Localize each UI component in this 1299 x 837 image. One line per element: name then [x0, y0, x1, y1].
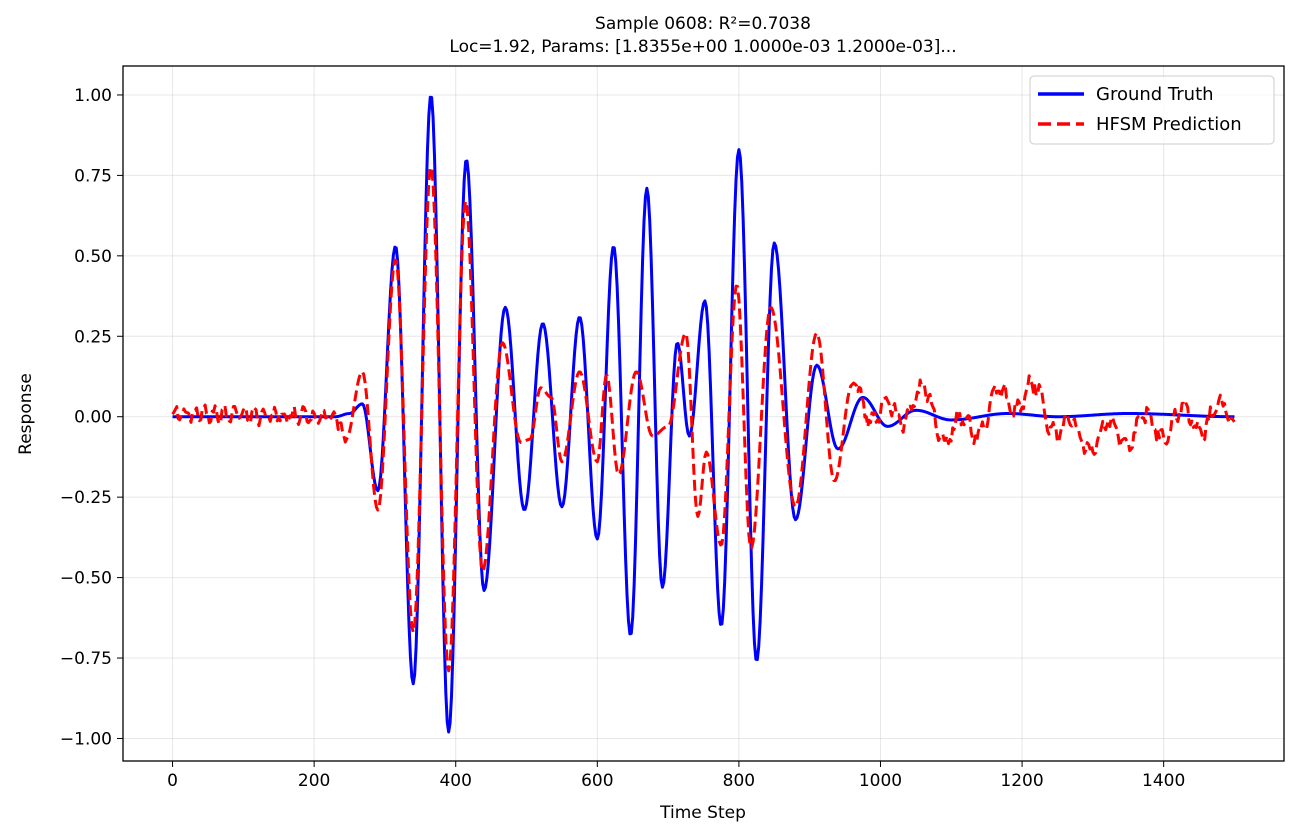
x-tick-label: 400 — [439, 771, 471, 791]
y-tick-label: 0.00 — [74, 408, 112, 428]
legend-label-hfsm-prediction: HFSM Prediction — [1096, 114, 1242, 135]
y-tick-label: 1.00 — [74, 86, 112, 106]
x-tick-label: 0 — [167, 771, 178, 791]
x-ticks: 0 200 400 600 800 1000 1200 1400 — [167, 761, 1185, 791]
y-tick-label: −0.50 — [60, 569, 112, 589]
y-tick-label: 0.50 — [74, 247, 112, 267]
y-axis-label: Response — [16, 373, 36, 455]
legend-box — [1029, 75, 1275, 145]
y-tick-label: 0.25 — [74, 327, 112, 347]
series-line-ground-truth — [172, 95, 1235, 734]
y-ticks: −1.00 −0.75 −0.50 −0.25 0.00 0.25 0.50 0.75 1.00 — [60, 86, 123, 749]
y-tick-label: 0.75 — [74, 166, 112, 186]
series-line-hfsm-prediction — [171, 166, 1236, 673]
x-tick-label: 1200 — [1000, 771, 1043, 791]
chart-title: Sample 0608: R²=0.7038 — [595, 14, 811, 34]
x-axis-label: Time Step — [659, 803, 746, 823]
series-layer — [171, 95, 1236, 734]
y-tick-label: −1.00 — [60, 729, 112, 749]
plot-frame — [122, 65, 1285, 762]
x-tick-label: 1400 — [1142, 771, 1185, 791]
x-tick-label: 1000 — [859, 771, 902, 791]
chart-subtitle: Loc=1.92, Params: [1.8355e+00 1.0000e-03… — [449, 37, 956, 57]
y-tick-label: −0.75 — [60, 649, 112, 669]
x-tick-label: 800 — [723, 771, 755, 791]
legend: Ground Truth HFSM Prediction — [1029, 75, 1275, 145]
legend-label-ground-truth: Ground Truth — [1096, 84, 1214, 105]
x-tick-label: 600 — [581, 771, 613, 791]
y-tick-label: −0.25 — [60, 488, 112, 508]
x-tick-label: 200 — [298, 771, 330, 791]
